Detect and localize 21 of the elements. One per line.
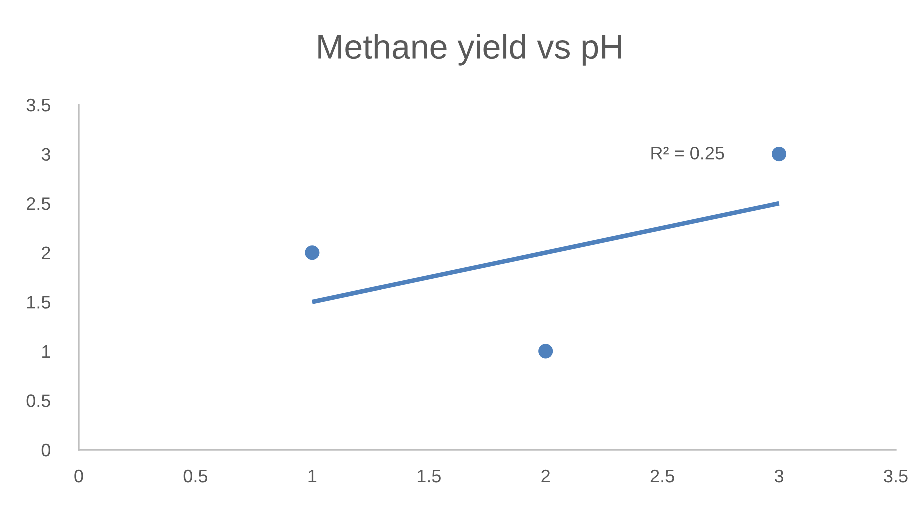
annotation: R² = 0.25: [652, 147, 724, 160]
y-tick-label: 0: [42, 444, 51, 457]
x-tick-label: 2.5: [650, 470, 674, 483]
point: [772, 147, 787, 162]
x-tick-label: 3.5: [884, 470, 908, 483]
y-tick-label: 2: [42, 246, 50, 260]
point: [305, 246, 320, 260]
y-tick-label: 3: [42, 148, 50, 162]
y-tick-label: 2.5: [27, 198, 50, 210]
x-tick-label: 2: [542, 470, 550, 483]
y-tick-label: 3.5: [26, 98, 50, 112]
x-tick-label: 0.5: [184, 470, 208, 483]
y-tick-label: 0.5: [26, 394, 50, 408]
x-tick-label: 1: [308, 470, 317, 483]
x-tick-label: 0: [74, 470, 84, 483]
chart-title: Methane yield vs pH: [318, 34, 622, 66]
y-tick-label: 1.5: [28, 296, 50, 309]
x-tick-label: 3: [774, 470, 784, 483]
y-tick-label: 1: [42, 346, 50, 358]
x-tick-label: 1.5: [418, 470, 441, 483]
point: [538, 344, 554, 359]
